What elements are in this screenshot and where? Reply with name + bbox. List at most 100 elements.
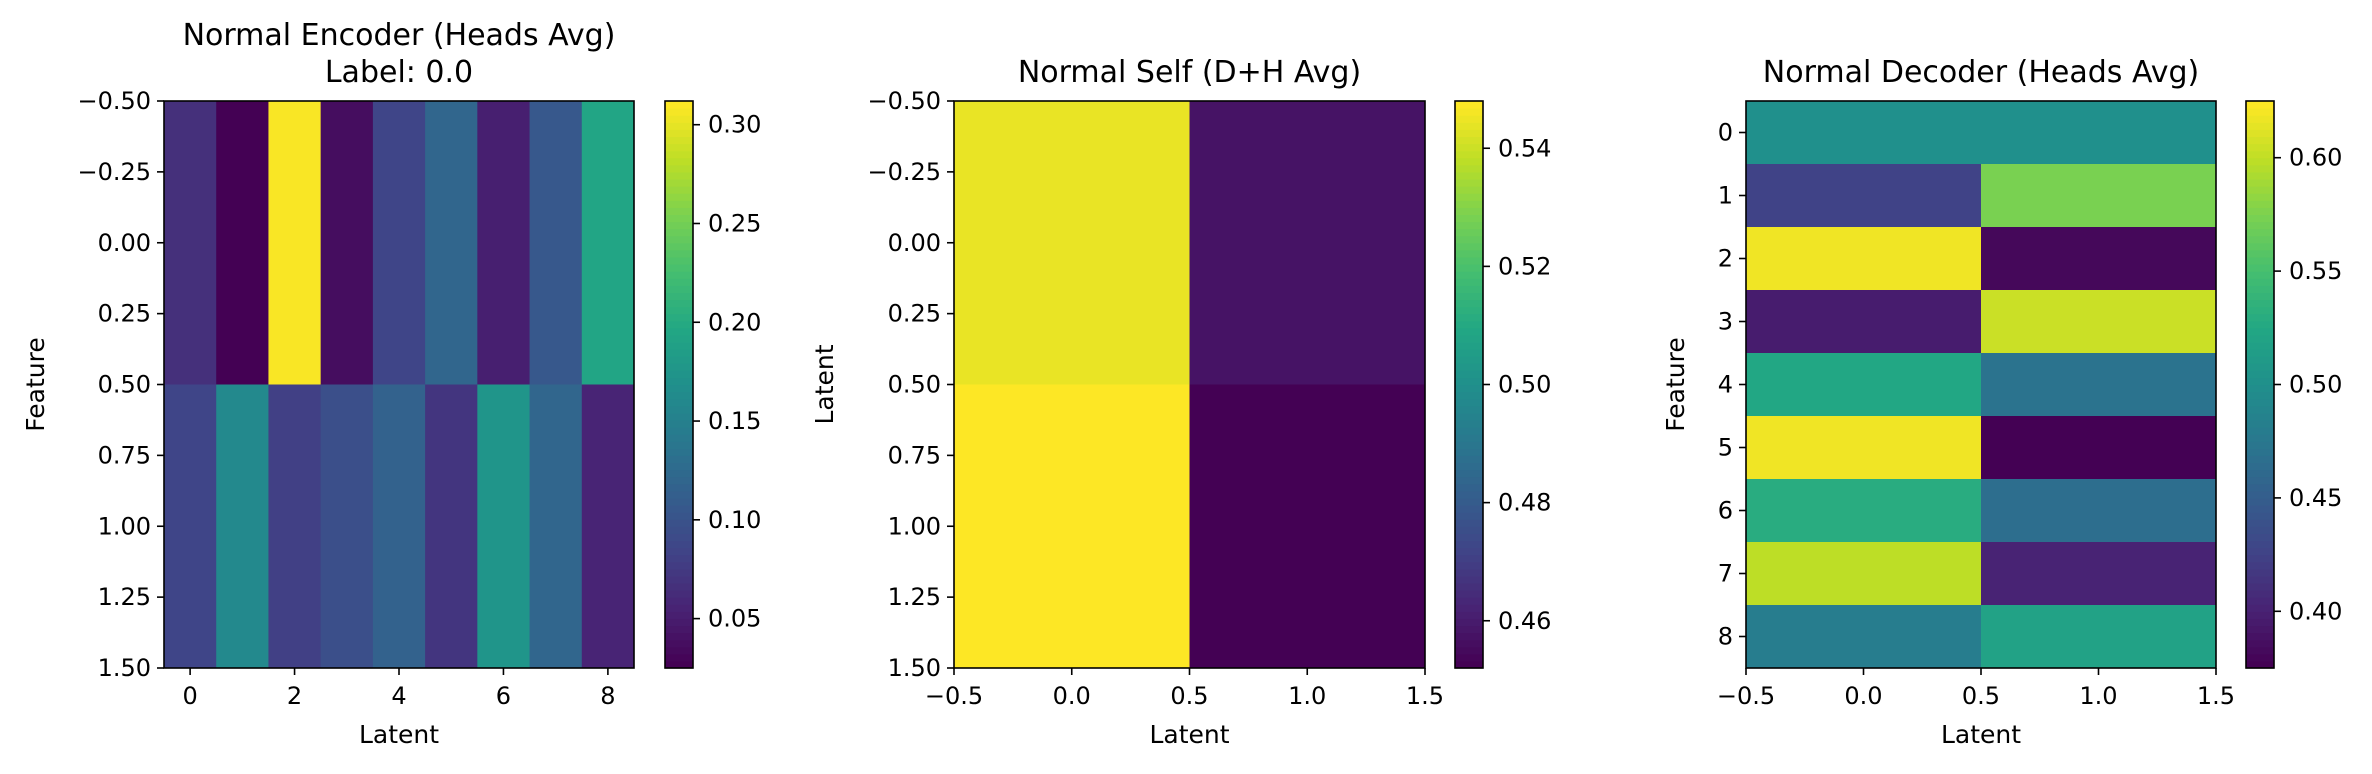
colorbar-segment	[2246, 512, 2274, 520]
colorbar-segment	[1455, 469, 1483, 478]
colorbar-segment	[2246, 150, 2274, 159]
colorbar-segment	[2246, 313, 2274, 322]
y-tick-label: 1.50	[888, 654, 941, 682]
colorbar-segment	[2246, 540, 2274, 549]
colorbar-segment	[1455, 568, 1483, 577]
x-axis-label: Latent	[359, 720, 439, 749]
colorbar-tick-label: 0.52	[1498, 252, 1551, 280]
chart-title: Label: 0.0	[325, 55, 473, 90]
colorbar-segment	[2246, 441, 2274, 449]
colorbar-tick-label: 0.46	[1498, 607, 1551, 635]
colorbar-tick-label: 0.45	[2289, 484, 2342, 512]
colorbar-segment	[2246, 611, 2274, 619]
colorbar-segment	[2246, 533, 2274, 542]
colorbar-segment	[665, 207, 693, 215]
colorbar-segment	[2246, 448, 2274, 456]
colorbar-segment	[665, 625, 693, 634]
colorbar-segment	[2246, 299, 2274, 308]
colorbar-segment	[2246, 129, 2274, 138]
colorbar-segment	[1455, 349, 1483, 357]
colorbar-segment	[665, 221, 693, 230]
y-axis-label: Feature	[21, 337, 50, 431]
colorbar-segment	[665, 547, 693, 556]
heatmap-cell	[1981, 605, 2217, 669]
colorbar-segment	[1455, 101, 1483, 109]
colorbar-tick-label: 0.50	[1498, 371, 1551, 399]
colorbar-segment	[665, 306, 693, 315]
colorbar-segment	[2246, 575, 2274, 584]
colorbar-segment	[665, 242, 693, 251]
colorbar-segment	[2246, 278, 2274, 286]
colorbar-segment	[665, 214, 693, 223]
colorbar-segment	[2246, 157, 2274, 166]
heatmap-cell	[529, 101, 583, 385]
colorbar-segment	[665, 455, 693, 464]
heatmap-cell	[581, 101, 635, 385]
colorbar-segment	[1455, 171, 1483, 180]
colorbar-segment	[1455, 164, 1483, 173]
colorbar-segment	[1455, 249, 1483, 258]
colorbar-segment	[2246, 419, 2274, 428]
colorbar-segment	[665, 122, 693, 130]
colorbar-segment	[2246, 249, 2274, 258]
y-tick-label: 4	[1718, 371, 1733, 399]
colorbar-segment	[665, 249, 693, 258]
colorbar-segment	[2246, 590, 2274, 598]
colorbar-segment	[1455, 597, 1483, 605]
colorbar-segment	[2246, 554, 2274, 563]
colorbar-tick-label: 0.50	[2289, 371, 2342, 399]
colorbar-segment	[1455, 271, 1483, 279]
colorbar-segment	[665, 271, 693, 279]
colorbar-segment	[1455, 519, 1483, 527]
colorbar-segment	[1455, 405, 1483, 414]
colorbar-segment	[665, 391, 693, 400]
colorbar-segment	[665, 235, 693, 244]
y-tick-label: 0.00	[98, 229, 151, 257]
colorbar-segment	[665, 632, 693, 641]
colorbar-segment	[1455, 143, 1483, 152]
y-tick-label: 8	[1718, 623, 1733, 651]
y-tick-label: 0.00	[888, 229, 941, 257]
colorbar-segment	[2246, 143, 2274, 152]
heatmap-panel-0: 0 2 4 6 8 −0.50 −0.25 0.00 0.25 0.50 0.75 1.00 1.25 1…	[21, 18, 761, 749]
colorbar-segment	[2246, 108, 2274, 116]
colorbar-tick-label: 0.40	[2289, 597, 2342, 625]
colorbar-segment	[2246, 504, 2274, 513]
colorbar-segment	[2246, 497, 2274, 506]
y-tick-label: 5	[1718, 434, 1733, 462]
x-tick-label: 1.0	[1288, 682, 1326, 710]
colorbar-segment	[665, 412, 693, 421]
colorbar-segment	[1455, 186, 1483, 194]
colorbar-segment	[2246, 101, 2274, 109]
colorbar-segment	[665, 540, 693, 549]
colorbar-segment	[2246, 427, 2274, 435]
colorbar-segment	[2246, 618, 2274, 627]
colorbar-segment	[2246, 646, 2274, 655]
colorbar-segment	[1455, 122, 1483, 130]
colorbar-segment	[665, 101, 693, 109]
colorbar-segment	[1455, 214, 1483, 223]
colorbar-tick-label: 0.10	[708, 506, 761, 534]
colorbar-segment	[665, 363, 693, 371]
x-tick-label: 0.0	[1844, 682, 1882, 710]
colorbar-segment	[2246, 582, 2274, 591]
colorbar-segment	[665, 129, 693, 138]
x-tick-label: 0	[182, 682, 197, 710]
colorbar-segment	[665, 193, 693, 201]
heatmap-cell	[320, 384, 374, 669]
colorbar-segment	[1455, 178, 1483, 187]
heatmap-cell	[1981, 416, 2217, 480]
heatmap-cell	[425, 384, 478, 669]
y-tick-label: 0.50	[888, 371, 941, 399]
colorbar-segment	[665, 186, 693, 194]
colorbar-segment	[2246, 370, 2274, 379]
colorbar-segment	[665, 164, 693, 173]
heatmap-panel-2: −0.5 0.0 0.5 1.0 1.5 0 1 2 3 4 5 6 7 8 Latent Feature No…	[1661, 55, 2342, 749]
colorbar-segment	[665, 115, 693, 123]
y-axis-label: Feature	[1661, 337, 1690, 431]
heatmap-cell	[477, 101, 531, 385]
x-tick-label: 1.5	[1406, 682, 1444, 710]
heatmap-cell	[1981, 479, 2217, 543]
colorbar-segment	[2246, 462, 2274, 471]
colorbar-segment	[665, 575, 693, 584]
